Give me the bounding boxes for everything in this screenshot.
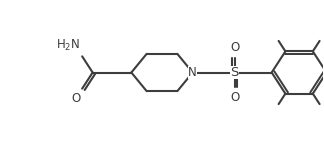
Text: N: N (188, 66, 197, 79)
Text: O: O (71, 91, 81, 105)
Text: H$_2$N: H$_2$N (56, 38, 81, 54)
Text: O: O (230, 41, 239, 54)
Text: S: S (230, 66, 239, 79)
Text: O: O (230, 91, 239, 104)
